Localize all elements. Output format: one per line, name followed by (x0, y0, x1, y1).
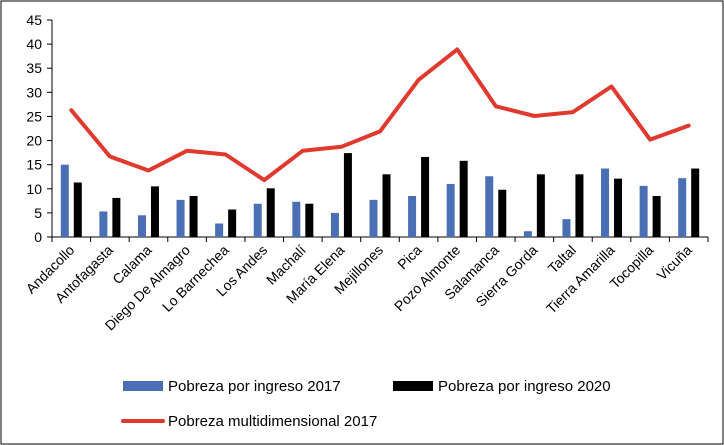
y-tick-label: 10 (26, 181, 42, 197)
x-category-label: Vicuña (653, 242, 695, 284)
bar-ingreso-2017 (137, 215, 146, 237)
bar-ingreso-2020 (150, 186, 159, 237)
line-multidimensional-2017 (69, 47, 691, 183)
y-tick-label: 40 (26, 36, 42, 52)
y-tick-label: 15 (26, 157, 42, 173)
bar-ingreso-2017 (369, 199, 378, 237)
legend-ingreso-2020-label: Pobreza por ingreso 2020 (438, 378, 611, 395)
bar-ingreso-2020 (228, 209, 237, 237)
legend-ingreso-2017-label: Pobreza por ingreso 2017 (168, 378, 341, 395)
bar-ingreso-2017 (215, 223, 224, 237)
bar-ingreso-2020 (421, 156, 430, 237)
y-tick-label: 0 (34, 229, 42, 245)
bar-ingreso-2020 (343, 153, 352, 237)
x-category-label: Pica (394, 242, 425, 273)
bar-ingreso-2017 (330, 212, 339, 237)
bar-ingreso-2020 (382, 174, 391, 237)
bar-ingreso-2017 (99, 211, 108, 237)
bar-ingreso-2017 (601, 168, 610, 237)
bar-ingreso-2017 (176, 199, 185, 237)
bar-ingreso-2020 (652, 196, 661, 237)
bar-ingreso-2017 (408, 196, 417, 237)
bar-ingreso-2020 (498, 189, 507, 237)
x-category-label: Tocopilla (606, 242, 656, 292)
bar-ingreso-2020 (73, 182, 82, 237)
bar-ingreso-2020 (305, 203, 314, 237)
bar-ingreso-2020 (691, 168, 700, 237)
bar-ingreso-2020 (112, 197, 121, 237)
bar-ingreso-2020 (189, 196, 198, 237)
bar-ingreso-2017 (678, 178, 687, 237)
bar-ingreso-2017 (60, 164, 69, 237)
y-tick-label: 20 (26, 133, 42, 149)
legend-ingreso-2017-swatch (123, 381, 163, 391)
bar-ingreso-2020 (459, 160, 468, 237)
bar-ingreso-2017 (639, 185, 648, 237)
legend-ingreso-2020-swatch (393, 381, 433, 391)
bar-ingreso-2017 (292, 201, 301, 237)
bar-ingreso-2017 (446, 183, 455, 237)
bar-ingreso-2017 (523, 231, 532, 237)
bar-ingreso-2020 (536, 174, 545, 237)
bar-ingreso-2020 (614, 178, 623, 237)
y-tick-label: 25 (26, 108, 42, 124)
y-tick-label: 5 (34, 205, 42, 221)
legend-multidimensional-2017-label: Pobreza multidimensional 2017 (168, 413, 377, 430)
y-tick-label: 35 (26, 60, 42, 76)
y-tick-label: 45 (26, 12, 42, 28)
bar-ingreso-2017 (562, 219, 571, 237)
x-category-label: Taltal (545, 242, 579, 276)
bar-ingreso-2017 (485, 176, 494, 237)
bar-ingreso-2020 (266, 188, 275, 237)
bar-ingreso-2017 (253, 203, 262, 237)
bar-ingreso-2020 (575, 174, 584, 237)
y-tick-label: 30 (26, 84, 42, 100)
